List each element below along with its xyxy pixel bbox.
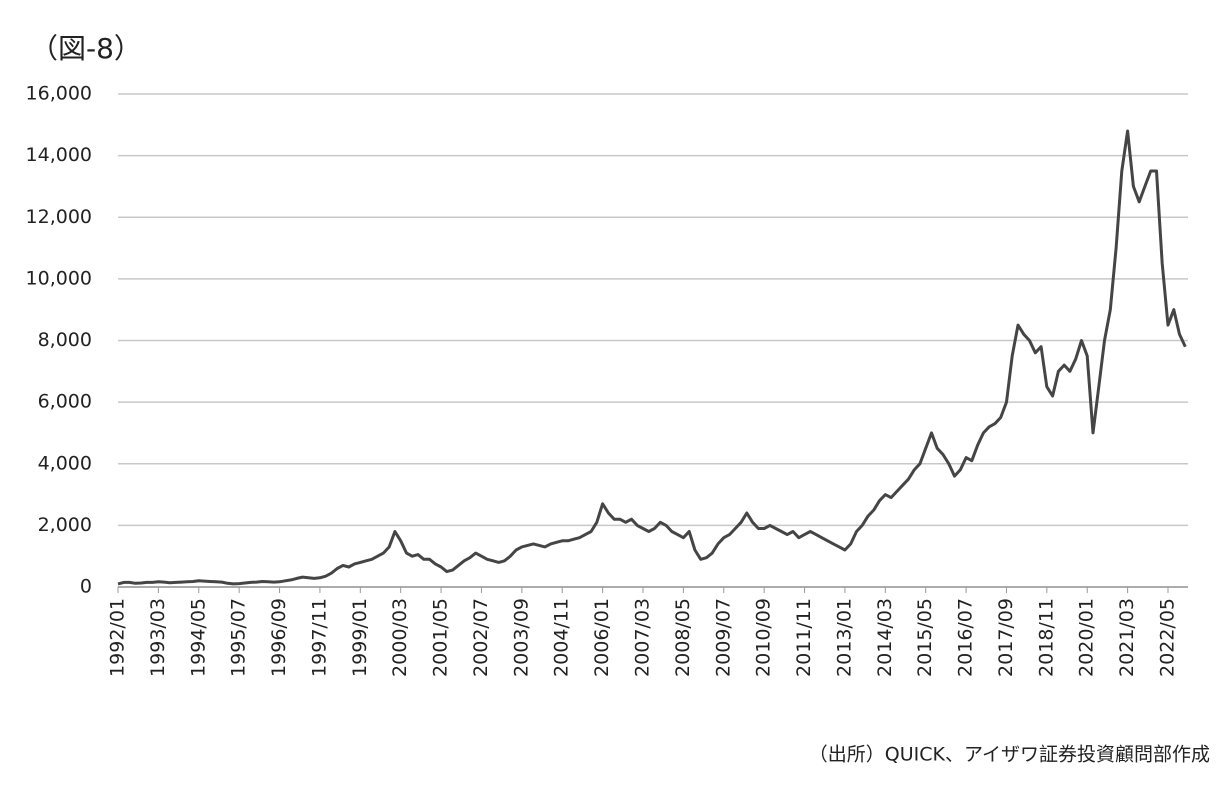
y-tick-label: 14,000 [26, 144, 92, 166]
x-tick-label: 1995/07 [228, 598, 250, 677]
y-tick-label: 16,000 [26, 83, 92, 105]
x-tick-label: 2015/05 [914, 598, 936, 677]
x-tick-label: 2001/05 [430, 598, 452, 677]
y-tick-label: 2,000 [38, 514, 92, 536]
y-tick-label: 10,000 [26, 267, 92, 289]
x-tick-label: 2003/09 [510, 598, 532, 677]
x-tick-label: 1992/01 [107, 598, 129, 677]
x-tick-label: 2002/07 [470, 598, 492, 677]
x-tick-label: 1999/01 [349, 598, 371, 677]
x-tick-label: 1994/05 [187, 598, 209, 677]
y-tick-label: 12,000 [26, 206, 92, 228]
x-tick-label: 2020/01 [1076, 598, 1098, 677]
x-tick-label: 2010/09 [753, 598, 775, 677]
y-tick-label: 6,000 [38, 391, 92, 413]
y-tick-label: 4,000 [38, 452, 92, 474]
x-tick-label: 2009/07 [712, 598, 734, 677]
x-tick-label: 2022/05 [1157, 598, 1179, 677]
x-tick-label: 2017/09 [995, 598, 1017, 677]
x-tick-label: 2018/11 [1035, 598, 1057, 677]
y-tick-label: 8,000 [38, 329, 92, 351]
chart-title: （図-8） [30, 32, 142, 65]
x-tick-label: 2008/05 [672, 598, 694, 677]
x-tick-label: 1997/11 [308, 598, 330, 677]
x-tick-label: 2013/01 [833, 598, 855, 677]
x-tick-label: 2016/07 [955, 598, 977, 677]
y-tick-label: 0 [80, 576, 92, 598]
x-tick-label: 1993/03 [147, 598, 169, 677]
x-tick-label: 1996/09 [268, 598, 290, 677]
x-tick-label: 2006/01 [591, 598, 613, 677]
x-tick-label: 2021/03 [1116, 598, 1138, 677]
x-tick-label: 2007/03 [632, 598, 654, 677]
x-tick-label: 2000/03 [389, 598, 411, 677]
x-tick-label: 2011/11 [793, 598, 815, 677]
data-line [117, 129, 1187, 586]
x-tick-label: 2004/11 [551, 598, 573, 677]
x-tick-label: 2014/03 [874, 598, 896, 677]
source-note: （出所）QUICK、アイザワ証券投資顧問部作成 [809, 744, 1210, 766]
